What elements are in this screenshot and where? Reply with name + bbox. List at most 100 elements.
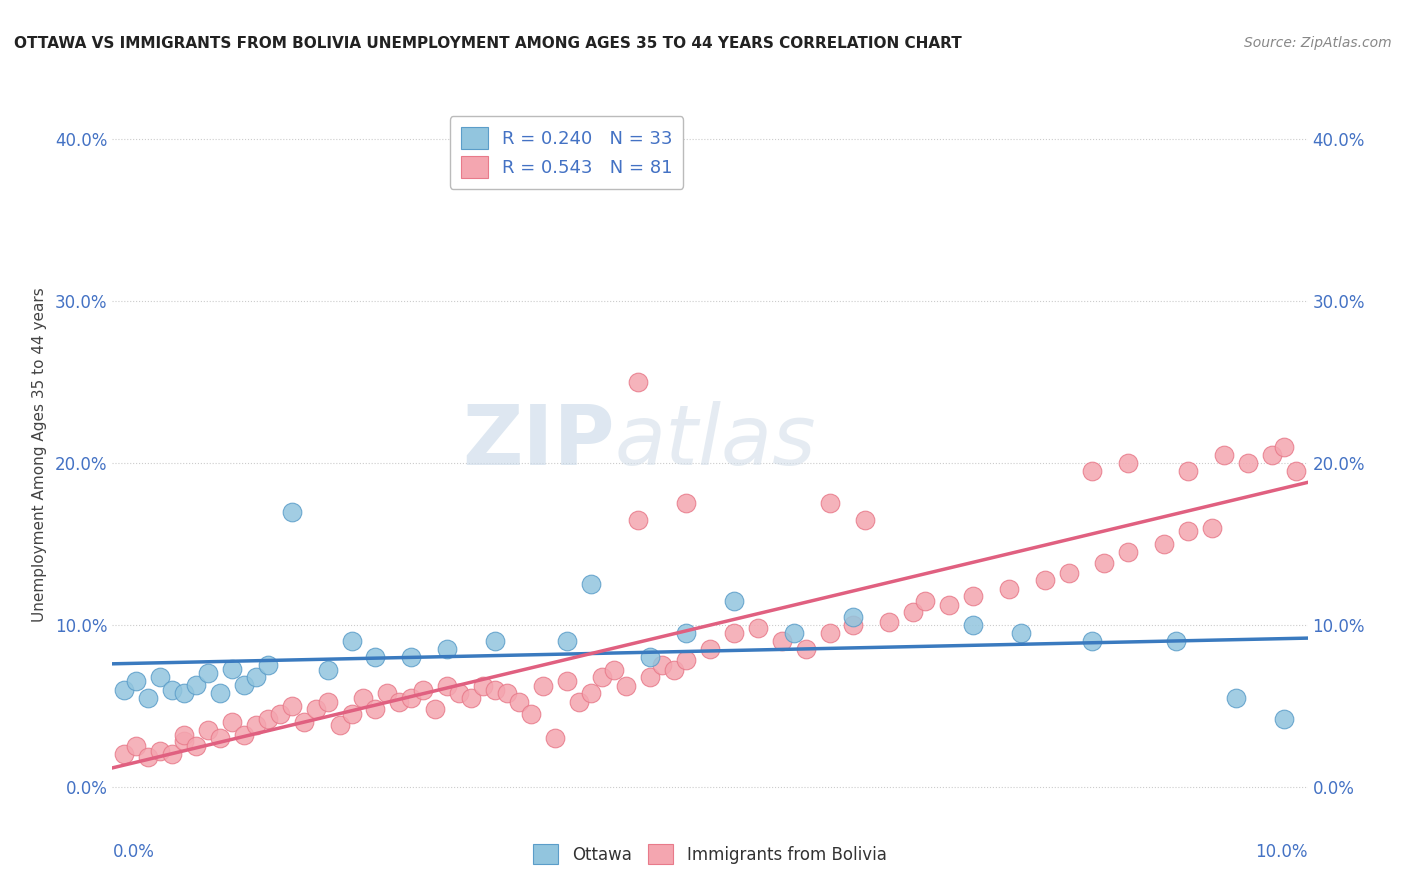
Point [1081, 634, 1104, 648]
Point [842, 617, 865, 632]
Point [209, 731, 232, 745]
Point [627, 375, 650, 389]
Point [914, 593, 936, 607]
Point [998, 582, 1021, 597]
Legend: Ottawa, Immigrants from Bolivia: Ottawa, Immigrants from Bolivia [527, 838, 893, 871]
Point [138, 750, 160, 764]
Point [664, 663, 686, 677]
Point [149, 744, 172, 758]
Point [329, 718, 352, 732]
Point [162, 682, 183, 697]
Point [543, 731, 565, 745]
Point [436, 642, 458, 657]
Point [723, 626, 745, 640]
Point [520, 706, 543, 721]
Point [221, 661, 243, 675]
Point [364, 702, 387, 716]
Point [484, 634, 506, 648]
Point [579, 686, 602, 700]
Point [627, 513, 650, 527]
Point [209, 686, 232, 700]
Point [747, 621, 769, 635]
Point [401, 650, 423, 665]
Point [449, 686, 471, 700]
Point [508, 696, 530, 710]
Point [221, 714, 243, 729]
Point [555, 634, 578, 648]
Point [281, 698, 304, 713]
Point [425, 702, 447, 716]
Point [436, 679, 458, 693]
Point [353, 690, 375, 705]
Point [1033, 573, 1056, 587]
Point [1081, 464, 1104, 478]
Point [197, 666, 219, 681]
Point [592, 670, 614, 684]
Text: OTTAWA VS IMMIGRANTS FROM BOLIVIA UNEMPLOYMENT AMONG AGES 35 TO 44 YEARS CORRELA: OTTAWA VS IMMIGRANTS FROM BOLIVIA UNEMPL… [14, 36, 962, 51]
Point [1153, 537, 1175, 551]
Point [364, 650, 387, 665]
Point [484, 682, 506, 697]
Point [340, 634, 363, 648]
Point [699, 642, 721, 657]
Point [496, 686, 519, 700]
Text: Source: ZipAtlas.com: Source: ZipAtlas.com [1244, 36, 1392, 50]
Point [138, 690, 160, 705]
Point [1177, 464, 1199, 478]
Point [555, 674, 578, 689]
Point [125, 739, 148, 754]
Point [1213, 448, 1236, 462]
Point [675, 626, 697, 640]
Point [1237, 456, 1260, 470]
Y-axis label: Unemployment Among Ages 35 to 44 years: Unemployment Among Ages 35 to 44 years [32, 287, 46, 623]
Point [1272, 712, 1295, 726]
Point [149, 670, 172, 684]
Point [616, 679, 638, 693]
Point [1201, 521, 1223, 535]
Text: 0.0%: 0.0% [112, 843, 155, 862]
Point [1094, 557, 1116, 571]
Point [269, 706, 291, 721]
Point [186, 739, 208, 754]
Point [460, 690, 482, 705]
Point [651, 658, 673, 673]
Text: ZIP: ZIP [463, 401, 614, 482]
Point [114, 682, 135, 697]
Point [818, 626, 841, 640]
Point [794, 642, 817, 657]
Point [603, 663, 626, 677]
Point [675, 653, 697, 667]
Point [640, 670, 662, 684]
Point [1010, 626, 1032, 640]
Point [316, 696, 339, 710]
Point [568, 696, 591, 710]
Point [855, 513, 877, 527]
Point [579, 577, 602, 591]
Point [186, 678, 208, 692]
Point [962, 617, 984, 632]
Point [233, 728, 256, 742]
Point [173, 734, 195, 748]
Point [114, 747, 135, 762]
Point [1166, 634, 1188, 648]
Point [938, 599, 960, 613]
Point [1118, 545, 1140, 559]
Point [783, 626, 806, 640]
Point [257, 658, 280, 673]
Point [842, 609, 865, 624]
Point [903, 605, 925, 619]
Point [675, 496, 697, 510]
Point [162, 747, 183, 762]
Point [1225, 690, 1247, 705]
Point [1272, 440, 1295, 454]
Point [879, 615, 901, 629]
Point [245, 670, 267, 684]
Point [962, 589, 984, 603]
Point [640, 650, 662, 665]
Point [305, 702, 328, 716]
Point [245, 718, 267, 732]
Point [401, 690, 423, 705]
Point [340, 706, 363, 721]
Text: atlas: atlas [614, 401, 815, 482]
Point [412, 682, 434, 697]
